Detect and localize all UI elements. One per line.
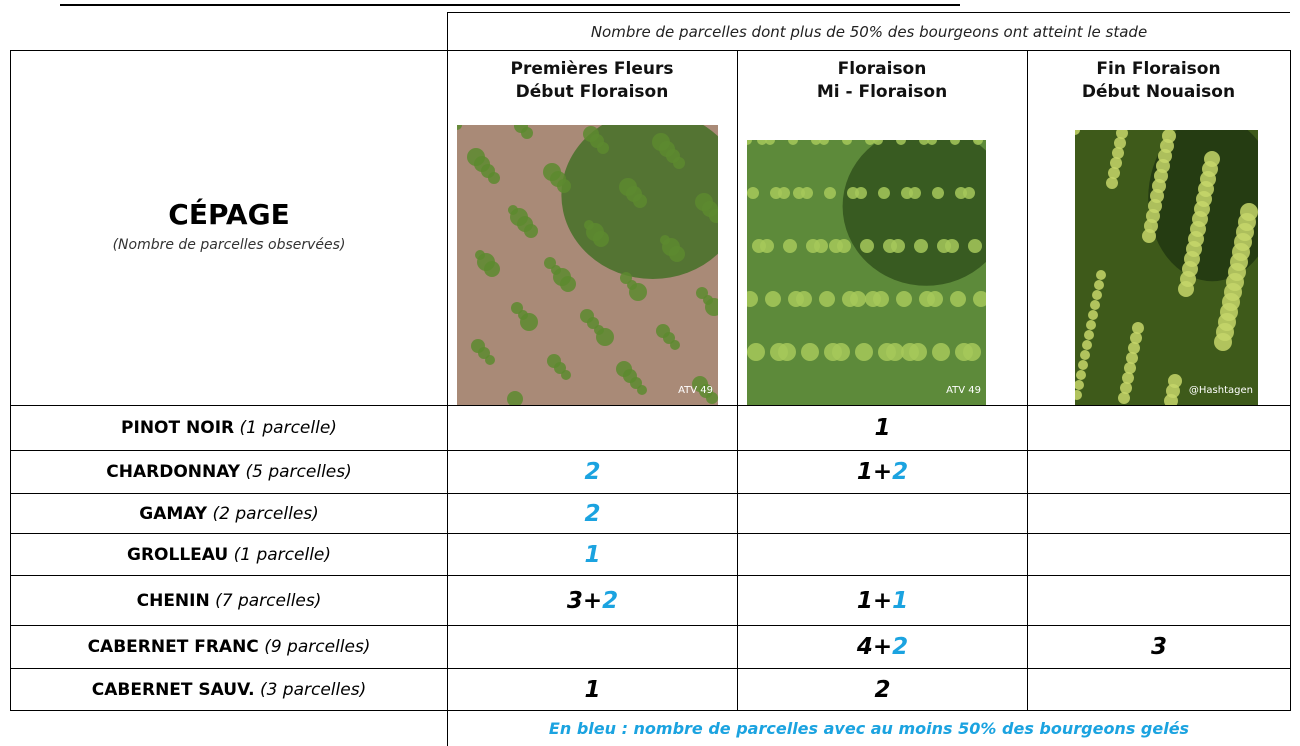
frozen-count: 1 [584,542,600,568]
count: 3 [1151,634,1167,660]
stage-line: Premières Fleurs [511,59,674,79]
frozen-count: 2 [584,459,600,485]
row-label: PINOT NOIR (1 parcelle) [10,405,448,451]
variety-detail: (5 parcelles) [245,462,351,482]
variety-detail: (2 parcelles) [213,504,319,524]
count: 1 [584,677,600,703]
count: + [873,588,892,614]
count-cell [1027,668,1291,711]
count-cell: 2 [447,450,738,494]
corner-subtitle: (Nombre de parcelles observées) [113,237,346,253]
photo-credit: ATV 49 [638,385,713,396]
stage-title: Premières Fleurs Début Floraison [447,58,737,104]
count: 1 [857,588,873,614]
stage-line: Début Floraison [516,82,669,102]
variety-name: CABERNET FRANC [88,637,259,657]
count: + [873,459,892,485]
count-cell [1027,493,1291,534]
frozen-count: 2 [892,459,908,485]
count: 2 [874,677,890,703]
row-label: CHARDONNAY (5 parcelles) [10,450,448,494]
variety-name: GAMAY [139,504,207,524]
count: 4 [857,634,873,660]
row-label: CABERNET SAUV. (3 parcelles) [10,668,448,711]
frozen-count: 2 [892,634,908,660]
count-cell [1027,405,1291,451]
frozen-count: 2 [584,501,600,527]
stage-line: Mi - Floraison [817,82,947,102]
count-cell [447,625,738,669]
count-cell: 2 [737,668,1028,711]
count: 1 [857,459,873,485]
count-cell [737,533,1028,576]
variety-detail: (1 parcelle) [240,418,337,438]
variety-name: CABERNET SAUV. [92,680,255,700]
stage-line: Début Nouaison [1082,82,1235,102]
frozen-count: 1 [892,588,908,614]
count-cell: 4+2 [737,625,1028,669]
stage-photo [1075,130,1258,405]
stage-title: Floraison Mi - Floraison [737,58,1027,104]
count-cell: 3 [1027,625,1291,669]
footer-note: En bleu : nombre de parcelles avec au mo… [447,710,1290,746]
count-cell: 1+1 [737,575,1028,626]
stage-line: Floraison [838,59,927,79]
stage-line: Fin Floraison [1096,59,1220,79]
stage-photo [457,125,718,405]
frozen-count: 2 [602,588,618,614]
variety-detail: (9 parcelles) [264,637,370,657]
variety-name: GROLLEAU [127,545,228,565]
count: + [873,634,892,660]
count: 3 [567,588,583,614]
corner-cell: CÉPAGE (Nombre de parcelles observées) [10,50,448,406]
row-label: CHENIN (7 parcelles) [10,575,448,626]
header-note: Nombre de parcelles dont plus de 50% des… [447,12,1290,51]
count: + [583,588,602,614]
count-cell: 1 [737,405,1028,451]
variety-name: CHENIN [137,591,210,611]
row-label: GROLLEAU (1 parcelle) [10,533,448,576]
count-cell [447,405,738,451]
count-cell: 1 [447,533,738,576]
photo-art [747,140,986,405]
variety-name: PINOT NOIR [121,418,234,438]
count-cell [1027,575,1291,626]
photo-credit: @Hashtagen [1178,385,1253,396]
count-cell [1027,533,1291,576]
photo-art [1075,130,1258,405]
corner-title: CÉPAGE [168,198,289,231]
variety-name: CHARDONNAY [106,462,240,482]
photo-art [457,125,718,405]
stage-photo [747,140,986,405]
count-cell: 3+2 [447,575,738,626]
page: Nombre de parcelles dont plus de 50% des… [0,0,1300,746]
count: 1 [874,415,890,441]
count-cell: 1+2 [737,450,1028,494]
count-cell [737,493,1028,534]
stage-title: Fin Floraison Début Nouaison [1027,58,1290,104]
row-label: CABERNET FRANC (9 parcelles) [10,625,448,669]
variety-detail: (7 parcelles) [215,591,321,611]
variety-detail: (1 parcelle) [234,545,331,565]
row-label: GAMAY (2 parcelles) [10,493,448,534]
count-cell: 1 [447,668,738,711]
variety-detail: (3 parcelles) [260,680,366,700]
count-cell [1027,450,1291,494]
photo-credit: ATV 49 [906,385,981,396]
count-cell: 2 [447,493,738,534]
top-rule [60,4,960,6]
